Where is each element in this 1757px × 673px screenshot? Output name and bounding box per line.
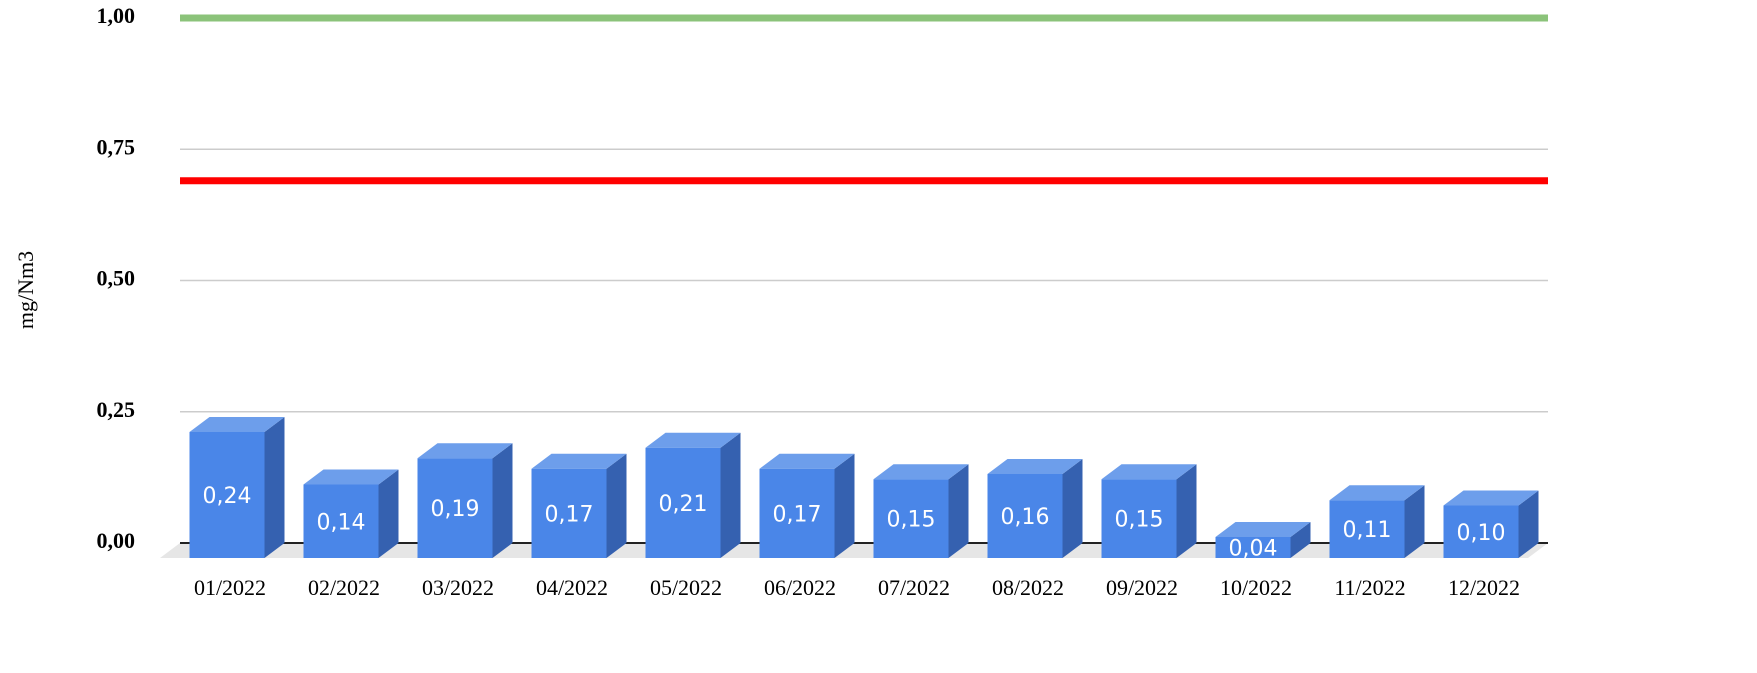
bar-top [1215,522,1311,537]
y-axis-label: mg/Nm3 [13,251,38,329]
data-label: 0,16 [1001,505,1050,530]
data-label: 0,14 [317,510,366,535]
bar [1215,537,1291,558]
x-tick-label: 08/2022 [992,575,1064,600]
bar [873,479,949,558]
data-label: 0,11 [1343,518,1392,543]
y-tick-label: 0,25 [97,397,136,422]
x-tick-label: 10/2022 [1220,575,1292,600]
bar-top [987,459,1083,474]
data-label: 0,15 [887,508,936,533]
x-tick-label: 01/2022 [194,575,266,600]
bar [303,484,379,558]
bar [1101,479,1177,558]
bar-side [834,453,855,558]
data-label: 0,10 [1457,521,1506,546]
x-tick-label: 03/2022 [422,575,494,600]
bar-top [759,453,855,469]
y-tick-label: 0,50 [97,266,136,291]
data-label: 0,19 [431,497,480,522]
x-tick-label: 07/2022 [878,575,950,600]
bar-side [1404,485,1425,558]
data-label: 0,15 [1115,508,1164,533]
bar [759,468,835,558]
x-tick-label: 04/2022 [536,575,608,600]
bar-top [873,464,969,480]
data-label: 0,21 [659,492,708,517]
y-tick-label: 1,00 [97,3,136,28]
x-tick-label: 06/2022 [764,575,836,600]
bar-top [1101,464,1197,480]
x-tick-label: 05/2022 [650,575,722,600]
y-tick-label: 0,00 [97,528,136,553]
x-tick-label: 11/2022 [1334,575,1405,600]
bar [531,468,607,558]
bar-side [492,443,513,558]
bar [987,474,1063,558]
bar [417,458,493,558]
data-label: 0,24 [203,484,252,509]
bar-side [1062,459,1083,558]
bar [189,432,265,558]
x-tick-label: 12/2022 [1448,575,1520,600]
bar-top [1443,490,1539,506]
bar [1329,500,1405,558]
data-label: 0,17 [773,502,822,527]
bar-side [606,453,627,558]
x-tick-label: 09/2022 [1106,575,1178,600]
bar-side [720,432,741,558]
bar-top [417,443,513,459]
bar-top [303,469,399,485]
bar-side [264,417,285,558]
data-label: 0,17 [545,502,594,527]
bar-side [948,464,969,558]
bar [1443,505,1519,558]
data-label: 0,04 [1229,537,1278,562]
bar-side [1290,522,1311,558]
x-tick-label: 02/2022 [308,575,380,600]
bar [645,447,721,558]
bar-top [531,453,627,469]
bar-top [189,417,285,432]
y-tick-label: 0,75 [97,134,136,159]
bar-top [645,432,741,448]
bar-side [1176,464,1197,558]
bar-side [1518,490,1539,558]
bar-top [1329,485,1425,501]
bar-side [378,469,399,558]
